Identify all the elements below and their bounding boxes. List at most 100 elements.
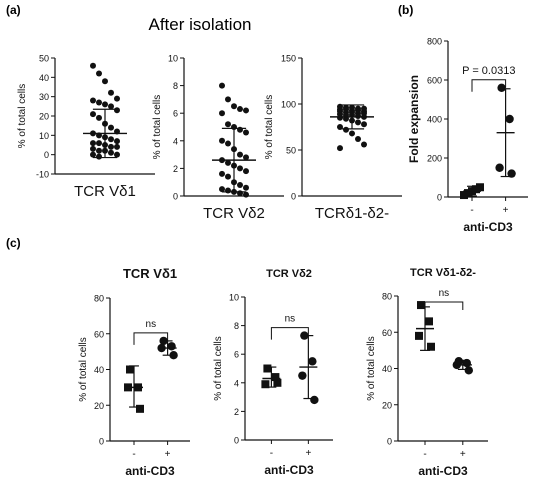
data-point — [225, 96, 231, 103]
significance-bracket — [133, 332, 169, 345]
data-point-circle — [298, 371, 307, 380]
data-point-square — [425, 317, 433, 326]
panel-label-c: (c) — [6, 236, 21, 250]
y-axis-label: Fold expansion — [407, 75, 421, 163]
data-point-circle — [464, 366, 473, 375]
data-point — [237, 190, 243, 197]
data-point — [90, 151, 96, 158]
data-point — [225, 173, 231, 180]
data-point-square — [476, 183, 484, 192]
y-tick-label: 20 — [382, 400, 392, 410]
data-point — [96, 70, 102, 77]
data-point-circle — [169, 351, 178, 360]
data-point — [243, 129, 249, 136]
y-tick-label: 8 — [173, 81, 178, 91]
data-point — [90, 145, 96, 152]
data-point — [219, 137, 225, 144]
significance-bracket — [471, 79, 507, 92]
data-point — [243, 168, 249, 175]
y-tick-label: 0 — [173, 192, 178, 202]
chart-title: TCR Vδ1 — [123, 266, 177, 281]
significance-label: P = 0.0313 — [462, 65, 515, 77]
data-point — [243, 154, 249, 161]
data-point — [225, 159, 231, 166]
data-point-circle — [497, 83, 506, 93]
data-point — [237, 181, 243, 188]
data-point — [108, 89, 114, 96]
data-point — [114, 143, 120, 150]
chart-a2: 0 2 4 6 8 10 % of total cells TCR Vδ2 — [152, 54, 284, 222]
data-point — [237, 165, 243, 172]
y-tick-label: 10 — [39, 131, 49, 141]
data-point — [90, 62, 96, 69]
data-point — [349, 130, 355, 137]
data-point — [114, 107, 120, 114]
y-tick-label: 6 — [234, 350, 239, 360]
data-point-circle — [505, 114, 514, 124]
y-tick-label: 150 — [281, 54, 296, 64]
significance-label: ns — [285, 314, 296, 325]
data-point-circle — [310, 395, 319, 405]
chart-c1: 0 20 40 60 80 % of total cells TCR Vδ1 - + ns anti… — [78, 266, 190, 478]
data-point-circle — [507, 169, 516, 178]
data-point — [102, 78, 108, 85]
y-tick-label: 60 — [382, 328, 392, 338]
data-point — [96, 153, 102, 160]
data-point — [225, 187, 231, 194]
data-point-square — [417, 301, 425, 310]
y-tick-label: 2 — [173, 164, 178, 174]
data-point — [243, 107, 249, 114]
y-tick-label: 600 — [427, 76, 442, 86]
y-tick-label: 40 — [39, 73, 49, 83]
data-point-circle — [167, 342, 176, 351]
data-point — [90, 97, 96, 104]
data-point — [108, 103, 114, 110]
data-point-square — [427, 342, 435, 351]
data-point — [225, 121, 231, 128]
y-tick-label: 30 — [39, 92, 49, 102]
y-tick-label: 60 — [94, 329, 104, 339]
chart-c2: 0 2 4 6 8 10 % of total cells TCR Vδ2 - + ns anti-C… — [213, 268, 333, 477]
x-tick-label: + — [165, 449, 171, 460]
data-point — [96, 140, 102, 147]
y-tick-label: -10 — [36, 170, 49, 180]
y-tick-label: 0 — [234, 436, 239, 446]
x-axis-label: TCR Vδ1 — [74, 183, 136, 200]
data-point — [343, 126, 349, 133]
data-point — [96, 99, 102, 106]
data-point — [96, 114, 102, 121]
y-tick-label: 10 — [229, 293, 239, 303]
x-axis-label: TCR Vδ2 — [203, 205, 265, 222]
panel-label-b: (b) — [398, 3, 413, 17]
x-axis-label: anti-CD3 — [418, 464, 468, 478]
y-axis-label: % of total cells — [264, 95, 275, 159]
chart-a3: 0 50 100 150 % of total cells TCRδ1-δ2- — [264, 54, 402, 222]
y-axis-label: % of total cells — [152, 95, 163, 159]
x-tick-label: - — [470, 205, 473, 216]
y-tick-label: 0 — [44, 150, 49, 160]
data-point — [337, 145, 343, 152]
data-point — [108, 149, 114, 156]
data-point — [355, 112, 361, 119]
data-point — [361, 121, 367, 128]
y-axis-label: % of total cells — [78, 337, 89, 401]
data-point — [243, 191, 249, 198]
y-tick-label: 4 — [173, 136, 178, 146]
data-point-square — [415, 331, 423, 340]
data-point — [225, 140, 231, 147]
data-point — [231, 103, 237, 110]
y-tick-label: 8 — [234, 321, 239, 331]
data-point-square — [136, 404, 144, 413]
x-axis-label: TCRδ1-δ2- — [315, 205, 389, 222]
data-point — [90, 140, 96, 147]
significance-label: ns — [439, 288, 450, 299]
y-tick-label: 80 — [382, 292, 392, 302]
data-point — [102, 101, 108, 108]
x-tick-label: + — [503, 205, 509, 216]
x-axis-label: anti-CD3 — [125, 464, 175, 478]
x-tick-label: - — [132, 449, 135, 460]
x-tick-label: - — [270, 448, 273, 459]
data-point-circle — [495, 163, 504, 172]
y-tick-label: 80 — [94, 294, 104, 304]
